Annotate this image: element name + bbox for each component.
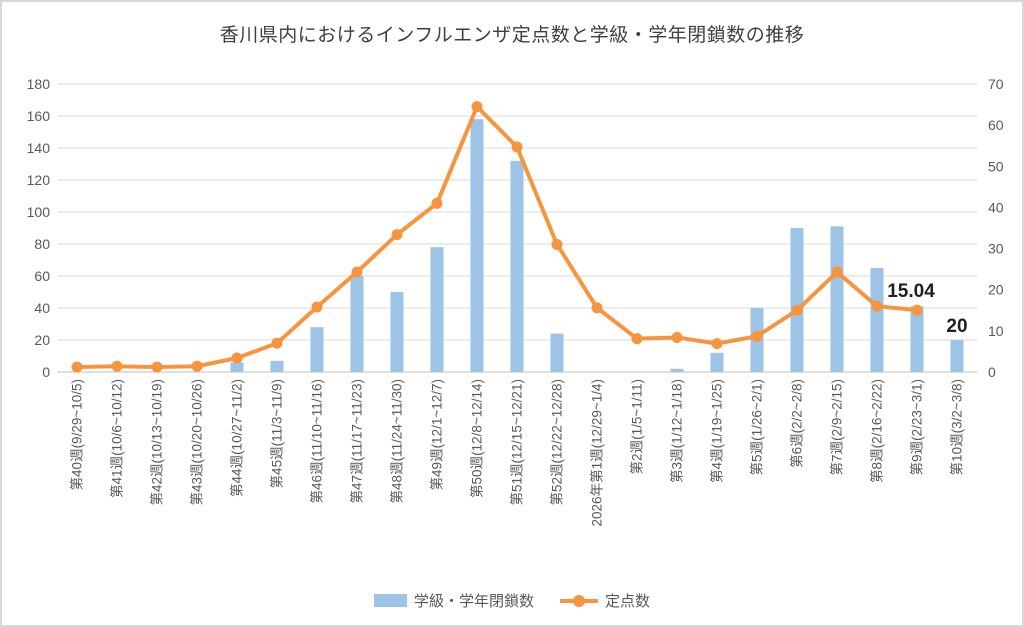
x-axis-label: 第4週(1/19~1/25) xyxy=(709,379,725,483)
y-axis-label-right: 70 xyxy=(988,76,1004,92)
bar xyxy=(390,292,404,372)
line-point xyxy=(791,304,803,316)
y-axis-label-right: 0 xyxy=(988,364,996,380)
x-axis-label: 第5週(1/26~2/1) xyxy=(749,379,765,475)
y-axis-label-left: 0 xyxy=(42,364,50,380)
bar xyxy=(270,360,284,372)
y-axis-label-right: 60 xyxy=(988,117,1004,133)
line-point xyxy=(471,101,483,113)
x-axis-label: 第42週(10/13~10/19) xyxy=(149,379,165,505)
chart-title: 香川県内におけるインフルエンザ定点数と学級・学年閉鎖数の推移 xyxy=(219,25,805,46)
line-point xyxy=(191,360,203,372)
line-point xyxy=(711,338,723,350)
x-axis-label: 第44週(10/27~11/2) xyxy=(229,379,245,497)
bar xyxy=(870,268,884,372)
x-axis-label: 第43週(10/20~10/26) xyxy=(189,379,205,505)
x-axis-label: 第8週(2/16~2/22) xyxy=(869,379,885,483)
bar xyxy=(670,368,684,372)
x-axis-label: 第49週(12/1~12/7) xyxy=(429,379,445,490)
x-axis-label: 2026年第1週(12/29~1/4) xyxy=(589,379,605,526)
bar xyxy=(710,352,724,372)
line-point xyxy=(911,304,923,316)
line-point xyxy=(671,331,683,343)
y-axis-label-left: 180 xyxy=(27,76,51,92)
bar xyxy=(350,276,364,372)
bar-series-swatch-icon xyxy=(373,594,407,607)
line-point xyxy=(271,337,283,349)
bar xyxy=(230,362,244,372)
legend: 学級・学年閉鎖数 定点数 xyxy=(2,590,1022,611)
line-point xyxy=(871,300,883,312)
x-axis-label: 第40週(9/29~10/5) xyxy=(69,379,85,490)
x-axis-label: 第50週(12/8~12/14) xyxy=(469,379,485,498)
line-point xyxy=(151,361,163,373)
x-axis-label: 第7週(2/9~2/15) xyxy=(829,379,845,475)
y-axis-label-right: 40 xyxy=(988,199,1004,215)
line-point xyxy=(591,302,603,314)
bar xyxy=(950,340,964,372)
data-label: 20 xyxy=(946,316,967,337)
line-path xyxy=(76,104,918,370)
x-axis-label: 第2週(1/5~1/11) xyxy=(629,379,645,474)
y-axis-label-right: 10 xyxy=(988,323,1004,339)
line-point xyxy=(631,333,643,345)
legend-label-line-series: 定点数 xyxy=(605,593,651,610)
y-axis-label-left: 140 xyxy=(27,140,51,156)
data-labels: 15.04 20 xyxy=(887,281,967,337)
x-axis-label: 第6週(2/2~2/8) xyxy=(789,379,805,468)
y-axis-label-left: 100 xyxy=(27,204,51,220)
y-axis-label-left: 40 xyxy=(34,300,50,316)
line-point xyxy=(431,197,443,209)
line-point xyxy=(391,229,403,241)
legend-item-line-series: 定点数 xyxy=(560,590,650,611)
x-axis-label: 第41週(10/6~10/12) xyxy=(109,379,125,498)
x-axis-label: 第3週(1/12~1/18) xyxy=(669,379,685,483)
x-axis-label: 第46週(11/10~11/16) xyxy=(309,379,325,503)
bar-series xyxy=(230,119,964,372)
bar xyxy=(910,306,924,372)
line-point xyxy=(751,330,763,342)
y-axis-label-left: 160 xyxy=(27,108,51,124)
y-axis-label-left: 80 xyxy=(34,236,50,252)
y-axis-label-right: 50 xyxy=(988,158,1004,174)
x-axis-label: 第45週(11/3~11/9) xyxy=(269,379,285,488)
y-axis-label-right: 20 xyxy=(988,282,1004,298)
line-point xyxy=(111,360,123,372)
y-axis-label-right: 30 xyxy=(988,241,1004,257)
axis-tick-labels: 0 20 40 60 80 100 120 140 160 180 0 10 20 30 40 50 60 70 xyxy=(27,76,1004,380)
line-series-marker-icon xyxy=(560,594,598,607)
line-point xyxy=(551,238,563,250)
x-axis-label: 第52週(12/22~12/28) xyxy=(549,379,565,505)
line-point xyxy=(231,352,243,364)
bar xyxy=(830,226,844,372)
line-point xyxy=(71,361,83,373)
bar xyxy=(550,333,564,372)
bar xyxy=(790,228,804,372)
data-label: 15.04 xyxy=(887,281,935,302)
x-axis-label: 第47週(11/17~11/23) xyxy=(349,379,365,503)
line-series xyxy=(71,101,923,373)
y-axis-label-left: 60 xyxy=(34,268,50,284)
bar xyxy=(430,247,444,372)
x-axis-label: 第48週(11/24~11/30) xyxy=(389,379,405,503)
bar xyxy=(510,160,524,372)
x-axis-labels: 第40週(9/29~10/5) 第41週(10/6~10/12) 第42週(10/1… xyxy=(69,379,965,526)
line-point xyxy=(311,301,323,313)
legend-label-bar-series: 学級・学年閉鎖数 xyxy=(413,593,534,610)
line-point xyxy=(511,141,523,153)
x-axis-label: 第9週(2/23~3/1) xyxy=(909,379,925,475)
x-axis-label: 第10週(3/2~3/8) xyxy=(949,379,965,475)
y-axis-label-left: 120 xyxy=(27,172,51,188)
bar xyxy=(310,327,324,372)
bar xyxy=(470,119,484,372)
x-axis-label: 第51週(12/15~12/21) xyxy=(509,379,525,505)
legend-item-bar-series: 学級・学年閉鎖数 xyxy=(373,590,534,611)
line-point xyxy=(351,266,363,278)
y-axis-label-left: 20 xyxy=(34,332,50,348)
line-point xyxy=(831,266,843,278)
